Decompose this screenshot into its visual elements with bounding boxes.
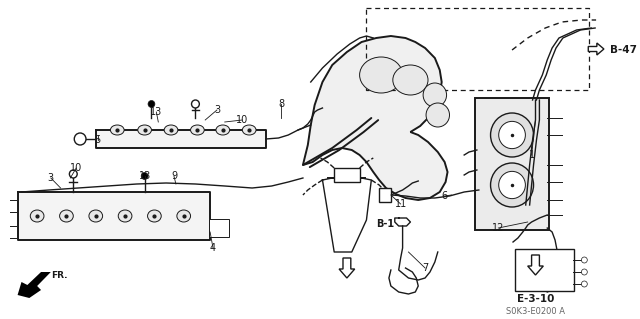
Polygon shape	[528, 255, 543, 275]
Text: B-1: B-1	[376, 219, 394, 229]
Text: B-47: B-47	[610, 45, 637, 55]
Ellipse shape	[30, 210, 44, 222]
Polygon shape	[303, 36, 447, 200]
Polygon shape	[588, 43, 604, 55]
Text: 10: 10	[236, 115, 248, 125]
Polygon shape	[17, 192, 210, 240]
Circle shape	[581, 257, 588, 263]
Polygon shape	[17, 272, 51, 298]
Ellipse shape	[423, 83, 447, 107]
Ellipse shape	[138, 125, 152, 135]
Text: 8: 8	[278, 99, 285, 109]
Polygon shape	[323, 178, 371, 252]
Text: 12: 12	[492, 223, 504, 233]
Polygon shape	[96, 130, 266, 148]
Ellipse shape	[426, 103, 449, 127]
Circle shape	[141, 173, 148, 180]
Text: 6: 6	[442, 191, 448, 201]
Text: E-3-10: E-3-10	[517, 294, 554, 304]
Text: 4: 4	[210, 243, 216, 253]
Ellipse shape	[148, 210, 161, 222]
Ellipse shape	[393, 65, 428, 95]
Text: 9: 9	[171, 171, 177, 181]
Text: 11: 11	[394, 199, 407, 209]
Text: 13: 13	[150, 107, 163, 117]
Circle shape	[581, 281, 588, 287]
Text: 7: 7	[422, 263, 428, 273]
Bar	[367, 8, 589, 90]
Text: S0K3-E0200 A: S0K3-E0200 A	[506, 308, 565, 316]
Ellipse shape	[60, 210, 74, 222]
Text: 5: 5	[95, 135, 101, 145]
FancyBboxPatch shape	[515, 249, 573, 291]
Text: 3: 3	[214, 105, 220, 115]
Circle shape	[69, 170, 77, 178]
Polygon shape	[339, 258, 355, 278]
Text: 3: 3	[48, 173, 54, 183]
Circle shape	[499, 121, 525, 149]
Ellipse shape	[164, 125, 178, 135]
Ellipse shape	[111, 125, 124, 135]
Ellipse shape	[89, 210, 102, 222]
Circle shape	[490, 163, 534, 207]
Circle shape	[74, 133, 86, 145]
Circle shape	[499, 171, 525, 199]
Circle shape	[490, 113, 534, 157]
Text: FR.: FR.	[51, 271, 67, 279]
Text: 13: 13	[138, 171, 151, 181]
Text: 10: 10	[70, 163, 83, 173]
Circle shape	[148, 100, 155, 108]
Ellipse shape	[191, 125, 204, 135]
Circle shape	[581, 269, 588, 275]
Ellipse shape	[177, 210, 191, 222]
FancyBboxPatch shape	[209, 219, 228, 237]
Ellipse shape	[216, 125, 230, 135]
FancyBboxPatch shape	[334, 168, 360, 182]
FancyBboxPatch shape	[379, 188, 391, 202]
Text: 1: 1	[529, 150, 534, 160]
Ellipse shape	[360, 57, 403, 93]
FancyBboxPatch shape	[475, 98, 549, 230]
Ellipse shape	[243, 125, 256, 135]
Ellipse shape	[118, 210, 132, 222]
Circle shape	[191, 100, 199, 108]
